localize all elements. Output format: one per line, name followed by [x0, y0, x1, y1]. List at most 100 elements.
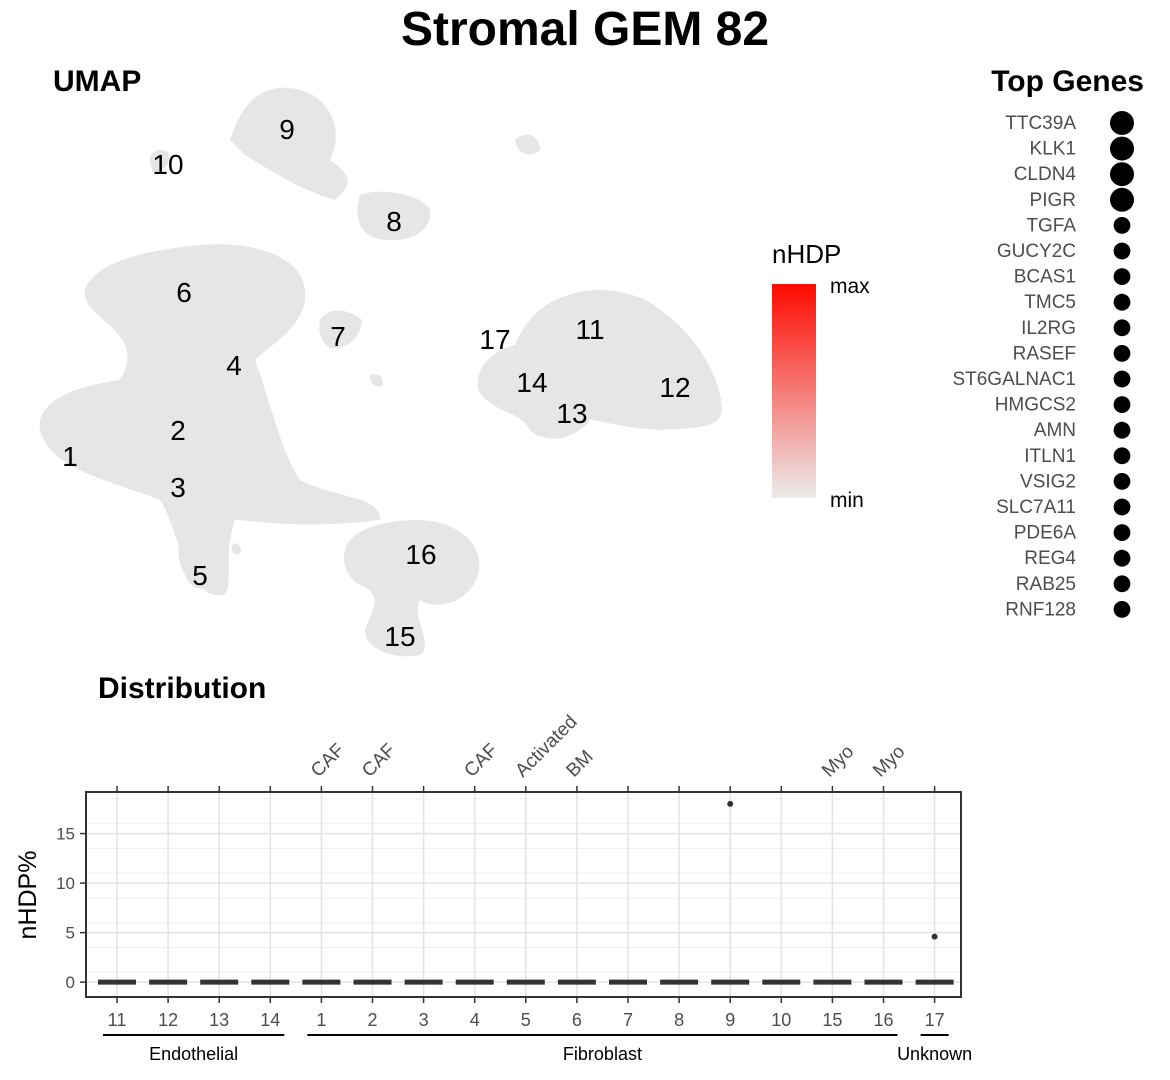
umap-cluster-label-9: 9	[279, 114, 295, 145]
gene-dot	[1113, 217, 1131, 234]
top-axis-label: CAF	[307, 740, 349, 782]
gene-label: HMGCS2	[995, 395, 1076, 416]
umap-cluster-label-3: 3	[170, 472, 186, 503]
x-tick-label: 5	[521, 1010, 531, 1030]
umap-cloud-8	[357, 191, 431, 241]
gene-label: TMC5	[1024, 292, 1076, 313]
umap-cluster-label-12: 12	[659, 372, 690, 403]
umap-cluster-label-1: 1	[62, 441, 78, 472]
umap-cluster-label-13: 13	[556, 398, 587, 429]
umap-cluster-label-15: 15	[384, 621, 415, 652]
figure-title: Stromal GEM 82	[401, 3, 769, 56]
top-axis-label: CAF	[460, 740, 502, 782]
outliers	[727, 800, 938, 940]
y-tick-label: 10	[56, 874, 75, 893]
gene-label: RASEF	[1013, 343, 1076, 364]
umap-cloud-5b	[231, 543, 241, 555]
gene-dot	[1110, 111, 1134, 135]
group-label: Endothelial	[149, 1044, 238, 1064]
gene-label: IL2RG	[1021, 318, 1076, 339]
gene-dot	[1113, 524, 1131, 541]
plot-frame	[85, 791, 962, 998]
gene-label: GUCY2C	[997, 241, 1076, 262]
gene-label: BCAS1	[1014, 267, 1076, 288]
umap-cluster-label-6: 6	[176, 277, 192, 308]
legend-title: nHDP	[772, 239, 841, 269]
legend-colorbar	[772, 284, 816, 498]
distribution-heading: Distribution	[98, 672, 266, 705]
group-label: Unknown	[897, 1044, 972, 1064]
x-tick-label: 1	[316, 1010, 326, 1030]
umap-cluster-label-11: 11	[575, 314, 604, 345]
x-tick-label: 9	[725, 1010, 735, 1030]
gene-dot	[1113, 601, 1131, 618]
gene-dot	[1110, 162, 1134, 187]
umap-cluster-label-2: 2	[170, 415, 186, 446]
gene-label: SLC7A11	[996, 497, 1076, 518]
umap-cloud-7b	[369, 374, 383, 387]
x-tick-label: 12	[158, 1010, 178, 1030]
gene-label: TGFA	[1026, 215, 1076, 236]
umap-cluster-label-4: 4	[226, 350, 242, 381]
gene-dot	[1113, 447, 1131, 465]
top-axis-label: CAF	[358, 740, 400, 782]
y-tick-label: 15	[56, 825, 75, 844]
umap-heading: UMAP	[53, 65, 141, 98]
umap-cluster-label-10: 10	[152, 149, 183, 180]
gene-label: ITLN1	[1024, 446, 1076, 467]
x-tick-label: 17	[925, 1010, 945, 1030]
gene-dot	[1113, 575, 1131, 593]
gene-dot	[1113, 421, 1131, 439]
gene-label: CLDN4	[1014, 164, 1077, 185]
gene-label: RNF128	[1005, 599, 1076, 620]
top-axis-label: BM	[563, 747, 598, 782]
gene-dot	[1113, 319, 1131, 337]
umap-cloud-small	[515, 134, 540, 155]
legend-max-label: max	[830, 275, 870, 298]
y-axis-label: nHDP%	[14, 851, 42, 940]
top-axis-label: Myo	[818, 741, 858, 781]
umap-cloud-10	[150, 150, 170, 172]
gene-dot	[1113, 242, 1131, 260]
umap-cluster-label-7: 7	[330, 321, 346, 352]
gene-label: AMN	[1034, 420, 1076, 441]
gene-dot	[1113, 549, 1131, 567]
x-tick-label: 13	[209, 1010, 229, 1030]
umap-cloud-left	[39, 244, 380, 596]
umap-cluster-label-8: 8	[386, 206, 402, 237]
y-tick-label: 0	[66, 973, 75, 992]
umap-cluster-label-5: 5	[192, 560, 208, 591]
gene-dot	[1113, 370, 1131, 388]
gene-dot	[1113, 396, 1131, 413]
gene-label: TTC39A	[1005, 113, 1076, 134]
x-tick-label: 14	[260, 1010, 280, 1030]
outlier-point-9	[727, 800, 734, 807]
x-tick-label: 4	[470, 1010, 480, 1030]
legend-min-label: min	[830, 489, 864, 512]
umap-cloud-9	[230, 87, 348, 200]
gene-dot	[1110, 187, 1134, 212]
x-tick-label: 15	[822, 1010, 842, 1030]
gene-dot	[1110, 136, 1134, 161]
umap-cluster-label-16: 16	[405, 539, 436, 570]
top-axis-label: Myo	[869, 741, 909, 781]
x-tick-label: 11	[108, 1010, 127, 1030]
gene-dot	[1113, 498, 1131, 516]
umap-cloud-7	[319, 310, 362, 349]
umap-cluster-label-17: 17	[479, 324, 510, 355]
grid	[86, 792, 961, 998]
x-tick-label: 16	[873, 1010, 893, 1030]
y-tick-label: 5	[66, 924, 75, 943]
gene-label: PDE6A	[1014, 523, 1077, 544]
umap-cloud-5	[178, 536, 221, 589]
gene-dot	[1113, 345, 1131, 362]
top-genes-list: TTC39A KLK1 CLDN4 PIGR TGFA GUCY2C BCAS1 TMC5 IL…	[952, 111, 1134, 620]
x-tick-label: 3	[419, 1010, 429, 1030]
gene-label: REG4	[1024, 548, 1076, 569]
umap-cluster-label-14: 14	[516, 367, 547, 398]
group-label: Fibroblast	[563, 1044, 642, 1064]
x-tick-label: 6	[572, 1010, 582, 1030]
